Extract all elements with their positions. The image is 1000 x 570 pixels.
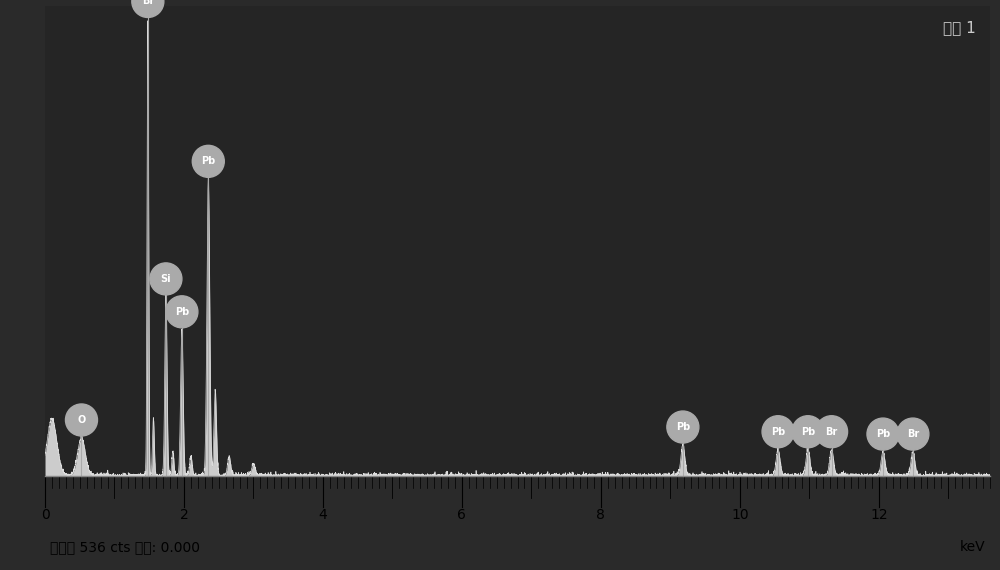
Ellipse shape [166, 296, 198, 328]
Text: 0: 0 [41, 508, 49, 522]
Text: 谱图 1: 谱图 1 [943, 20, 976, 35]
Text: keV: keV [960, 540, 985, 554]
Ellipse shape [667, 411, 699, 443]
Text: Pb: Pb [201, 156, 215, 166]
Text: 12: 12 [870, 508, 888, 522]
Text: 满量程 536 cts 光标: 0.000: 满量程 536 cts 光标: 0.000 [50, 540, 200, 554]
Ellipse shape [132, 0, 164, 18]
Text: 4: 4 [319, 508, 327, 522]
Ellipse shape [867, 418, 899, 450]
Ellipse shape [816, 416, 848, 448]
Text: Pb: Pb [771, 427, 785, 437]
Ellipse shape [897, 418, 929, 450]
Text: Br: Br [907, 429, 919, 439]
Text: Br: Br [825, 427, 838, 437]
Text: Pb: Pb [876, 429, 890, 439]
Ellipse shape [192, 145, 224, 177]
Text: 6: 6 [457, 508, 466, 522]
Ellipse shape [150, 263, 182, 295]
Text: Pb: Pb [676, 422, 690, 432]
Text: 8: 8 [596, 508, 605, 522]
Text: O: O [77, 415, 86, 425]
Text: Pb: Pb [175, 307, 189, 317]
Ellipse shape [792, 416, 824, 448]
Ellipse shape [762, 416, 794, 448]
Text: Pb: Pb [801, 427, 815, 437]
Text: 10: 10 [731, 508, 749, 522]
Text: Si: Si [161, 274, 171, 284]
Text: 2: 2 [180, 508, 188, 522]
Ellipse shape [65, 404, 97, 436]
Text: Br: Br [142, 0, 154, 6]
